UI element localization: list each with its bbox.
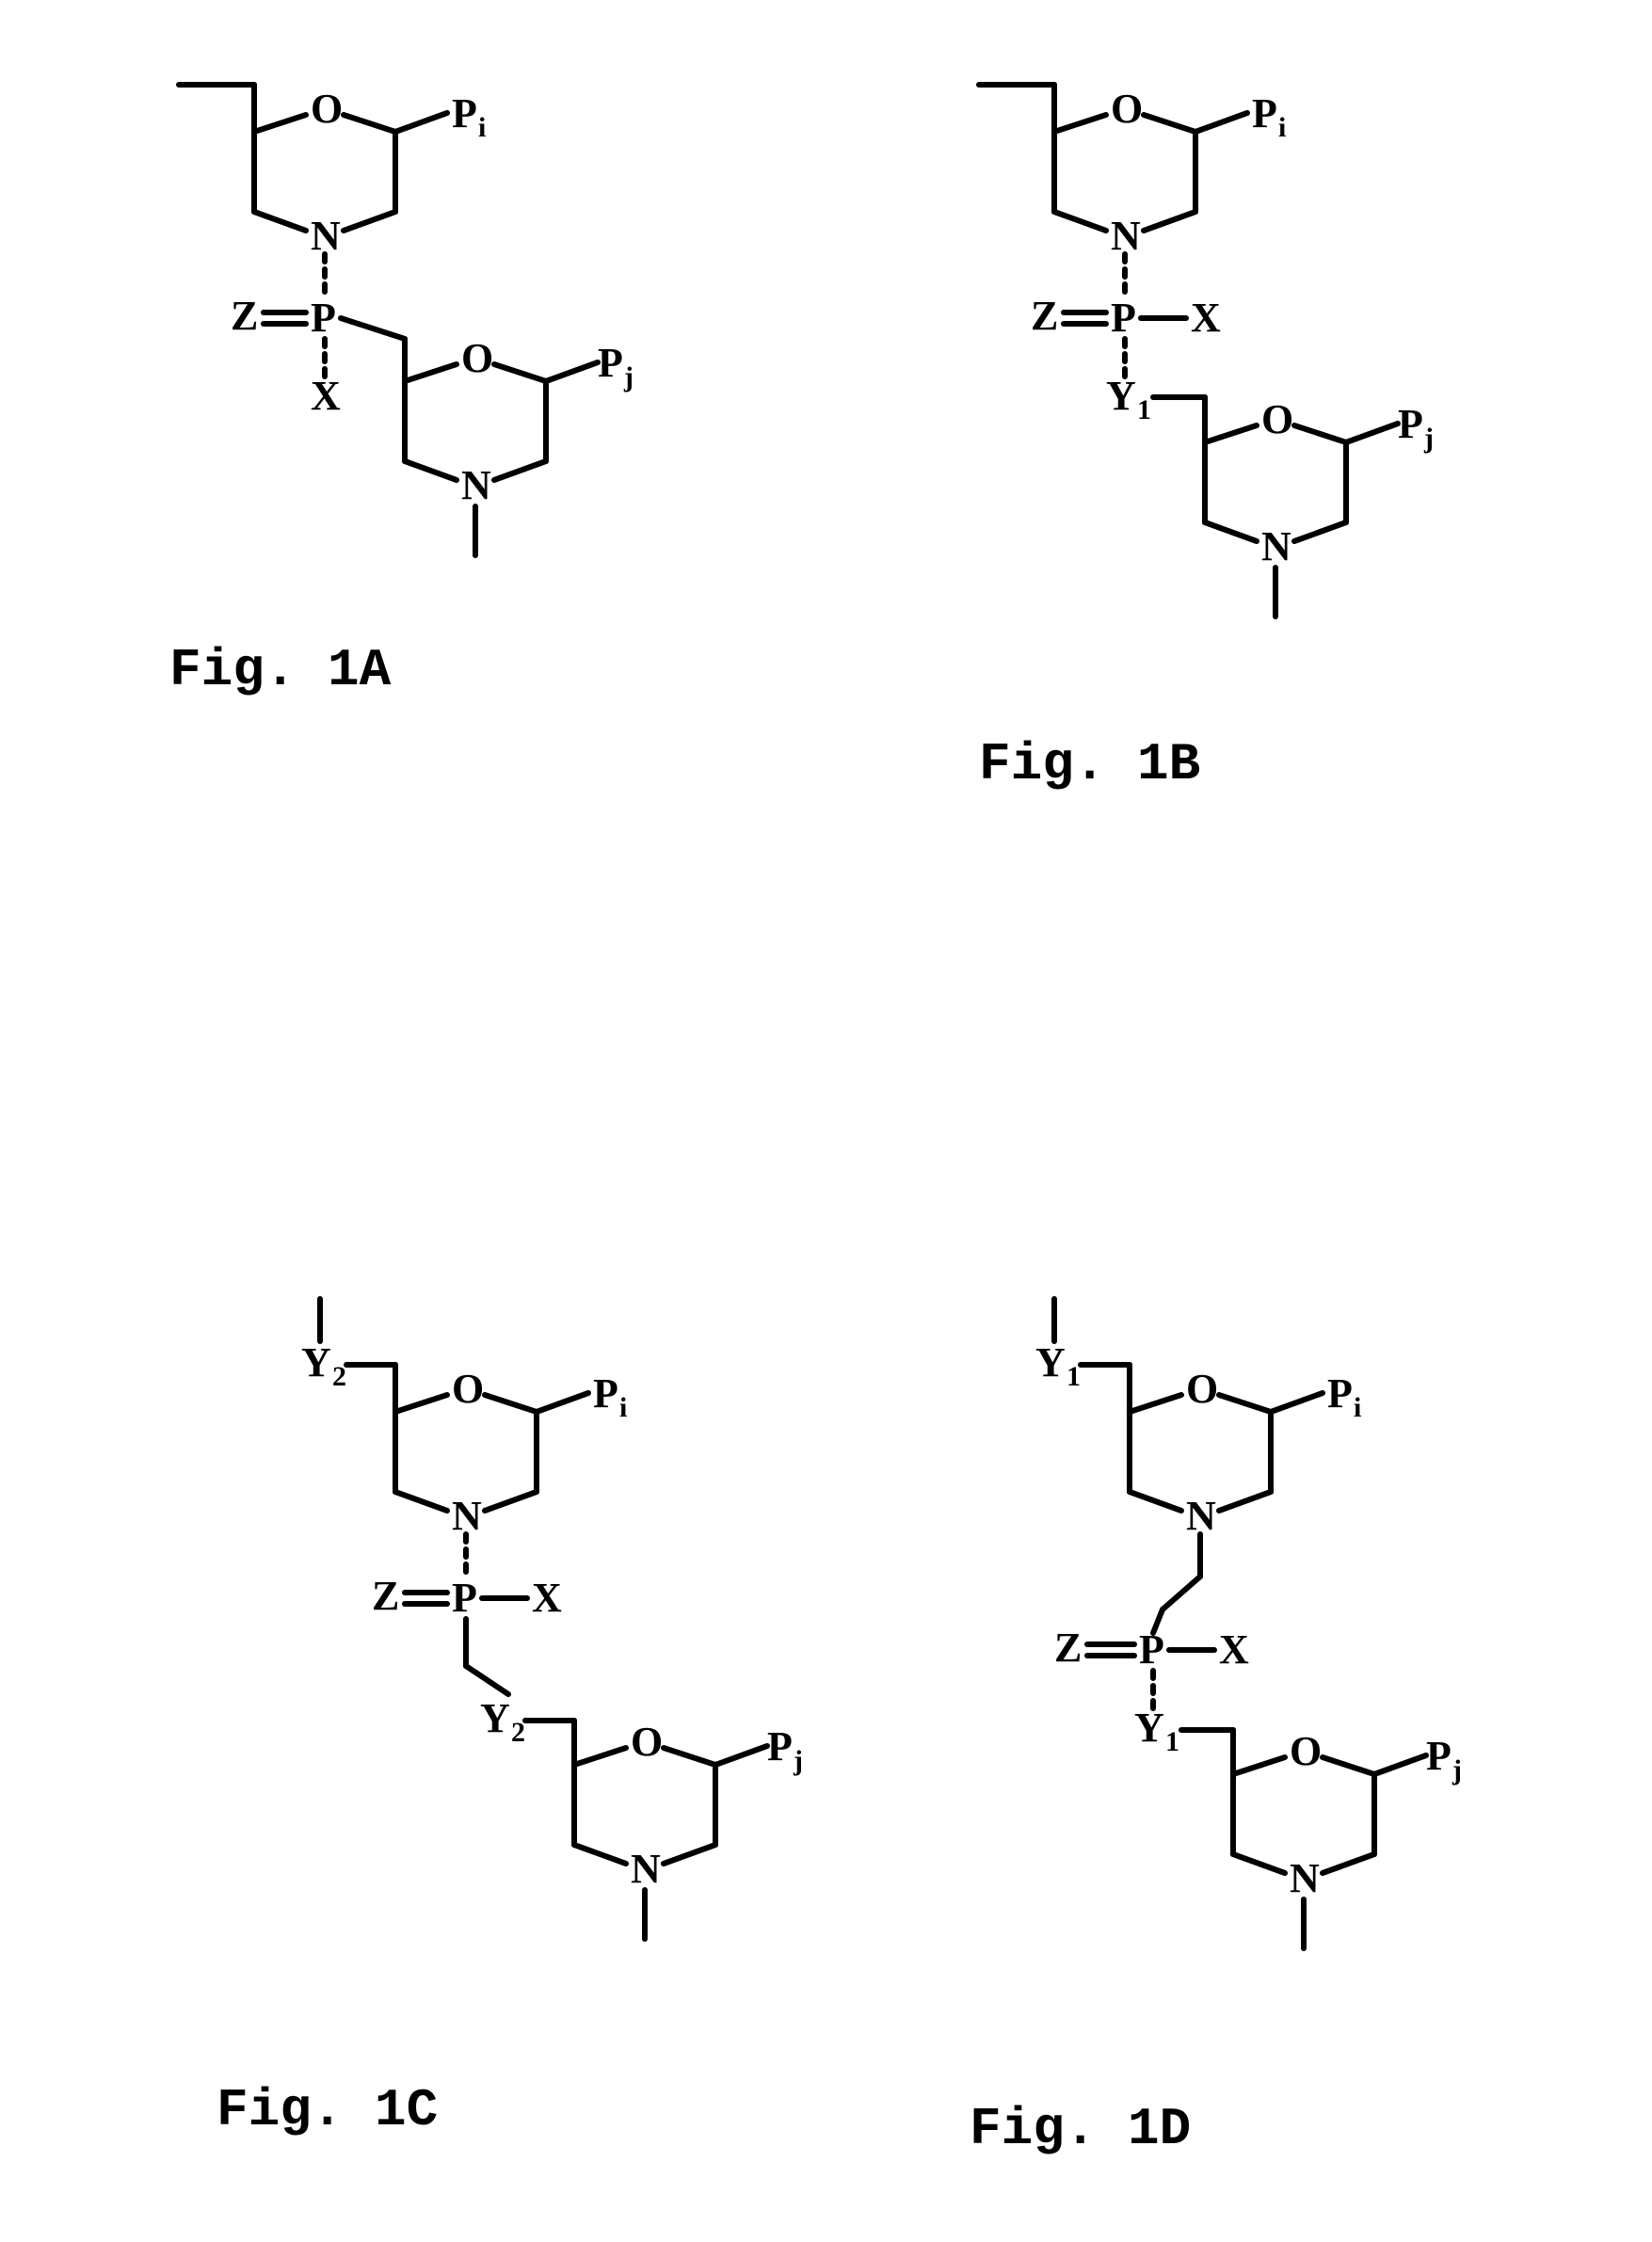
atom-Pi-idx-c: i xyxy=(619,1392,627,1423)
atom-Z-d: Z xyxy=(1054,1625,1082,1671)
atom-Y1-mid-idx-d: 1 xyxy=(1165,1726,1179,1757)
atom-P-sub-index-ring1: i xyxy=(478,112,486,143)
atom-P-sub-ring2: P xyxy=(598,340,623,386)
figure-1c: Y 2 O N P i Z P X Y 2 O N xyxy=(217,1289,744,2066)
atom-O-ring2: O xyxy=(461,335,493,381)
caption-1c: Fig. 1C xyxy=(217,2080,438,2140)
atom-O-ring1-c: O xyxy=(452,1366,484,1412)
atom-P-linker: P xyxy=(311,295,336,341)
caption-1a: Fig. 1A xyxy=(169,640,391,700)
atom-O-ring1-b: O xyxy=(1111,86,1143,132)
atom-O-ring1-d: O xyxy=(1186,1366,1218,1412)
caption-1b: Fig. 1B xyxy=(979,734,1200,794)
atom-Y-b: Y xyxy=(1106,373,1136,419)
figure-1d: Y 1 O N P i Z P X Y 1 O xyxy=(951,1289,1478,2085)
atom-Pi-d: P xyxy=(1327,1370,1353,1417)
structure-1a: O N P i Z P X O N P j xyxy=(122,56,612,621)
atom-O-ring2-b: O xyxy=(1261,396,1293,442)
atom-N-ring2-b: N xyxy=(1261,523,1291,569)
atom-Pj-idx-b: j xyxy=(1423,423,1434,454)
atom-Pj-b: P xyxy=(1398,401,1423,447)
structure-1b: O N P i Z P X Y 1 O N P j xyxy=(922,56,1412,734)
atom-Pj-c: P xyxy=(767,1723,793,1770)
atom-Z-c: Z xyxy=(372,1573,399,1619)
atom-P-sub-index-ring2: j xyxy=(623,361,634,392)
atom-Z: Z xyxy=(231,293,258,339)
atom-X-b: X xyxy=(1191,295,1221,341)
atom-O-ring2-d: O xyxy=(1290,1728,1322,1774)
atom-Y2-mid-c: Y xyxy=(480,1695,510,1741)
atom-Y1-mid-d: Y xyxy=(1134,1705,1164,1751)
structure-1d: Y 1 O N P i Z P X Y 1 O xyxy=(951,1289,1478,2080)
atom-O-ring1: O xyxy=(311,86,343,132)
caption-1d: Fig. 1D xyxy=(970,2099,1191,2159)
atom-Z-b: Z xyxy=(1031,293,1058,339)
figure-1b: O N P i Z P X Y 1 O N P j xyxy=(922,56,1412,739)
atom-P-linker-b: P xyxy=(1111,295,1136,341)
atom-Pi-c: P xyxy=(593,1370,618,1417)
atom-P-linker-c: P xyxy=(452,1575,477,1621)
atom-O-ring2-c: O xyxy=(631,1719,663,1765)
atom-N-ring2-c: N xyxy=(631,1846,661,1892)
atom-X-d: X xyxy=(1219,1626,1249,1673)
structure-1c: Y 2 O N P i Z P X Y 2 O N xyxy=(217,1289,744,2061)
atom-Y2-top-c: Y xyxy=(301,1339,331,1385)
atom-N-ring2-d: N xyxy=(1290,1855,1320,1901)
atom-Y-idx-b: 1 xyxy=(1137,394,1151,425)
atom-Pi-b: P xyxy=(1252,90,1277,136)
atom-Pi-idx-b: i xyxy=(1278,112,1286,143)
atom-Pj-idx-d: j xyxy=(1452,1754,1462,1786)
atom-Pi-idx-d: i xyxy=(1354,1392,1361,1423)
atom-Pj-idx-c: j xyxy=(793,1745,803,1776)
atom-P-sub-ring1: P xyxy=(452,90,477,136)
atom-X-c: X xyxy=(532,1575,562,1621)
atom-X: X xyxy=(311,373,341,419)
figure-1a: O N P i Z P X O N P j xyxy=(122,56,612,626)
atom-Pj-d: P xyxy=(1426,1733,1452,1779)
atom-N-ring2: N xyxy=(461,462,491,508)
atom-Y1-top-d: Y xyxy=(1035,1339,1066,1385)
